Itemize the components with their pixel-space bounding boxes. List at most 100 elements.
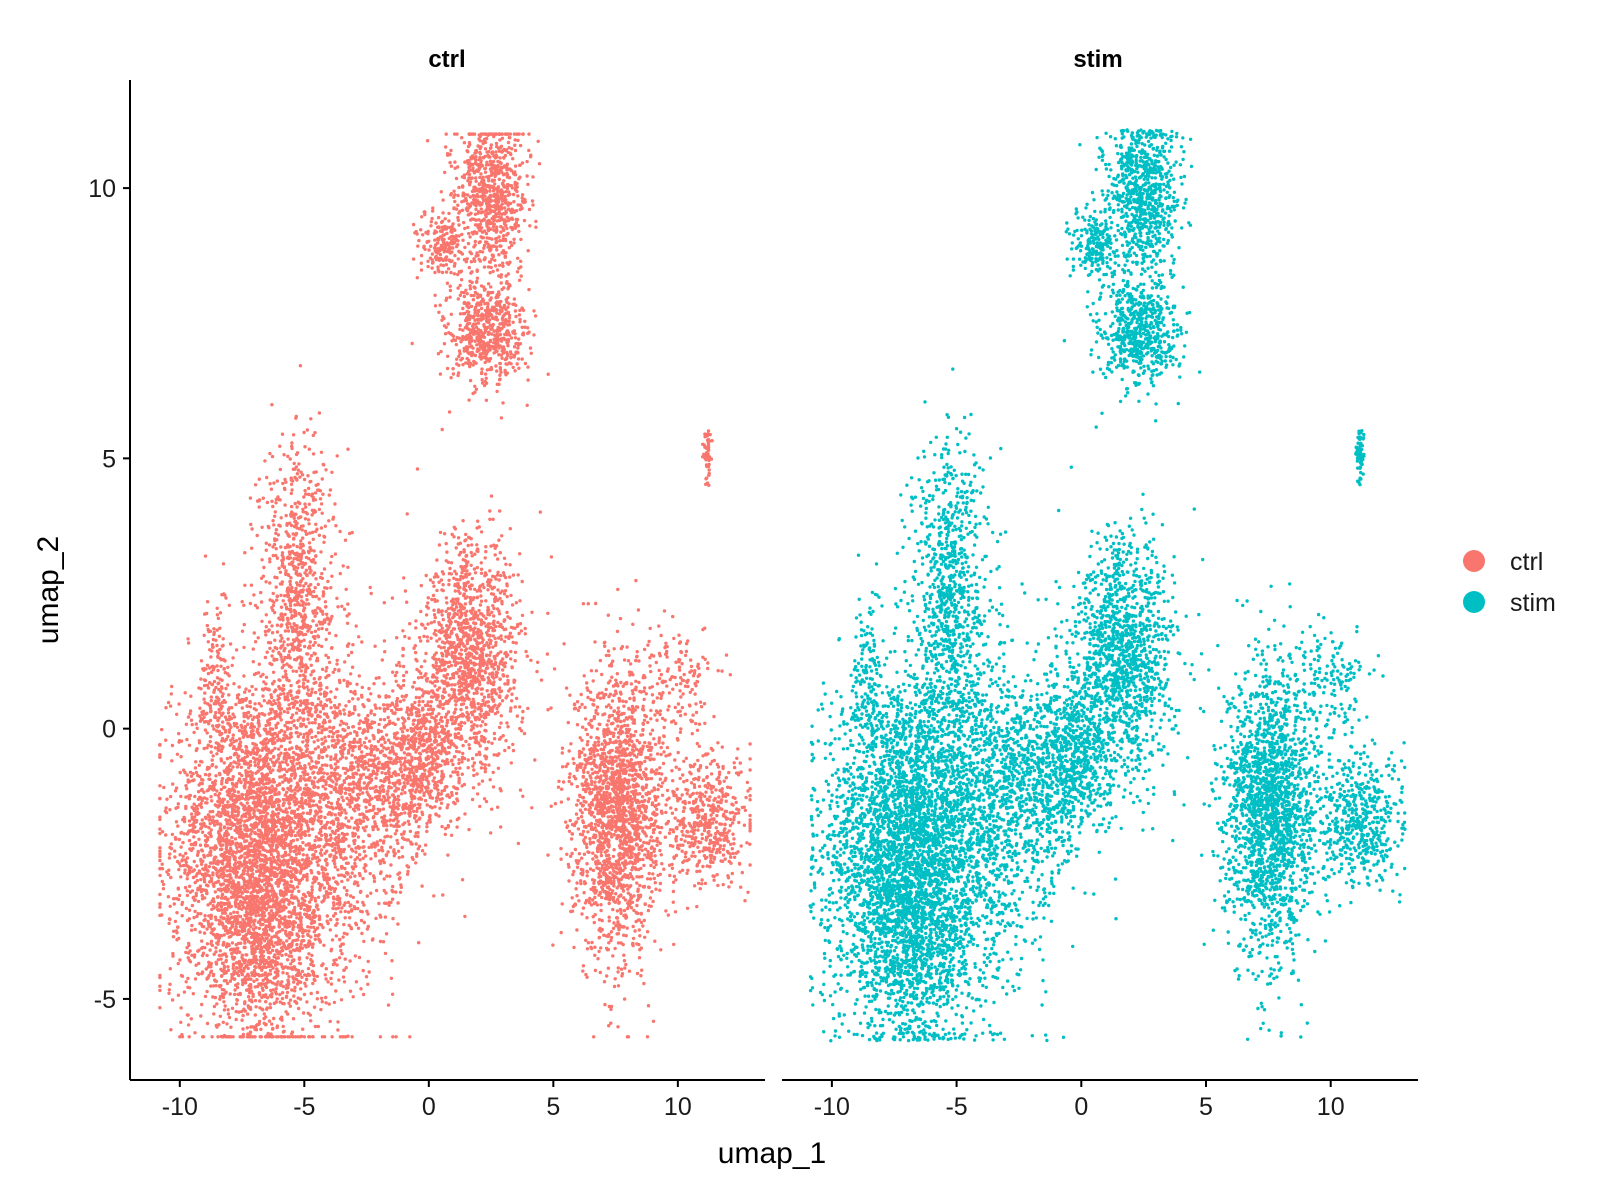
data-point [170,759,174,763]
data-point [248,705,253,709]
data-point [285,763,290,767]
data-point [278,992,282,997]
data-point [333,865,337,869]
data-point [168,704,173,708]
data-point [231,712,235,716]
data-point [194,770,199,775]
data-point [313,1024,318,1029]
data-point [275,931,279,935]
data-point [275,783,279,788]
data-point [199,877,203,882]
data-point [233,809,238,814]
data-point [243,913,247,918]
data-point [274,845,279,850]
data-point [306,842,311,846]
data-point [216,859,220,863]
data-point [364,805,368,809]
data-point [158,984,162,988]
data-point [222,933,226,937]
data-point [219,799,223,803]
data-point [211,724,215,728]
data-point [230,842,234,846]
data-point [262,727,266,731]
data-point [342,607,347,611]
data-point [247,928,251,932]
data-point [276,838,280,842]
data-point [246,854,250,858]
data-point [300,792,304,797]
data-point [267,786,271,790]
data-point [210,922,214,926]
data-point [276,738,280,743]
data-point [285,625,290,630]
data-point [272,763,276,767]
data-point [334,829,339,833]
data-point [280,868,284,873]
data-point [158,973,162,978]
data-point [218,1014,222,1018]
data-point [344,966,348,970]
data-point [216,895,220,899]
data-point [173,849,177,853]
data-point [342,808,347,812]
data-point [307,861,311,865]
data-point [256,890,261,894]
data-point [246,872,250,876]
data-point [319,996,324,1000]
data-point [222,988,226,992]
data-point [294,826,298,830]
data-point [344,704,348,708]
data-point [389,835,393,839]
data-point [225,931,230,935]
data-point [342,746,347,751]
data-point [207,787,212,791]
data-point [168,904,172,908]
data-point [185,877,189,881]
data-point [261,917,265,921]
data-point [321,874,326,878]
data-point [381,940,386,944]
data-point [168,808,172,812]
data-point [237,737,242,741]
data-point [229,1025,233,1029]
data-point [225,869,229,873]
data-point [342,712,347,716]
data-point [214,765,218,769]
data-point [292,965,296,969]
data-point [336,1028,340,1032]
data-point [307,833,311,837]
data-point [206,903,210,907]
data-point [297,881,301,886]
data-point [200,893,204,898]
data-point [158,784,162,788]
data-point [432,776,437,780]
data-point [222,785,226,790]
data-point [198,774,202,779]
data-point [206,869,210,873]
data-point [398,890,403,894]
data-point [272,934,277,938]
data-point [324,842,329,846]
data-point [273,858,277,862]
data-point [242,674,246,678]
data-point [275,820,280,824]
data-point [316,780,320,784]
data-point [192,868,196,872]
data-point [235,818,239,822]
data-point [289,950,293,955]
data-point [311,963,316,968]
data-point [298,925,302,930]
data-point [319,819,323,824]
data-point [247,987,251,992]
data-point [354,921,358,925]
data-point [320,755,325,760]
data-point [331,906,335,911]
data-point [208,846,213,850]
data-point [284,946,288,951]
data-point [229,904,233,909]
data-point [292,994,296,998]
data-point [307,952,311,956]
data-point [257,982,261,986]
data-point [346,878,350,882]
data-point [192,842,196,847]
